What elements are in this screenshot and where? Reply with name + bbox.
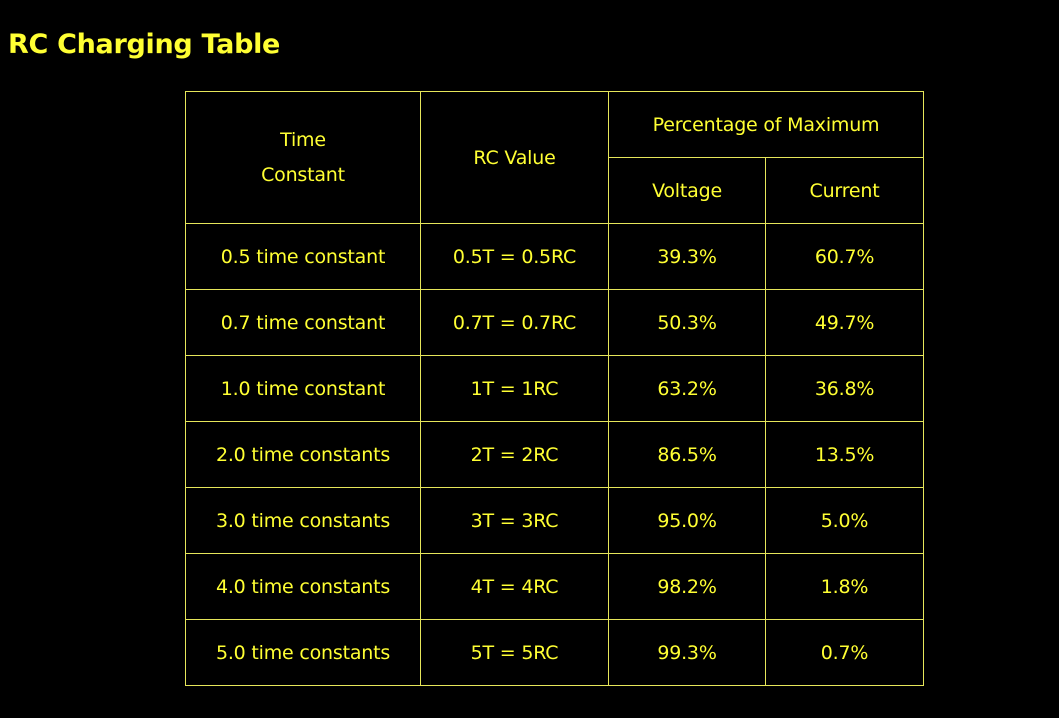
header-current: Current (764, 157, 925, 224)
cell-voltage: 99.3% (608, 619, 766, 686)
header-time-line1: Time (280, 128, 326, 151)
cell-voltage: 50.3% (608, 289, 766, 356)
cell-time-constant: 0.7 time constant (185, 289, 421, 356)
cell-time-constant: 2.0 time constants (185, 421, 421, 488)
header-time-line2: Constant (261, 163, 345, 186)
rc-charging-table: Time Constant RC Value Percentage of Max… (185, 91, 925, 686)
cell-rc-value: 0.7T = 0.7RC (420, 289, 609, 356)
cell-time-constant: 3.0 time constants (185, 487, 421, 554)
table-row: 4.0 time constants 4T = 4RC 98.2% 1.8% (185, 553, 925, 620)
table-row: 3.0 time constants 3T = 3RC 95.0% 5.0% (185, 487, 925, 554)
cell-rc-value: 1T = 1RC (420, 355, 609, 422)
header-row-top: Time Constant RC Value Percentage of Max… (185, 91, 925, 224)
cell-current: 36.8% (764, 355, 925, 422)
cell-current: 49.7% (764, 289, 925, 356)
header-voltage: Voltage (608, 157, 766, 224)
cell-current: 0.7% (764, 619, 925, 686)
cell-voltage: 63.2% (608, 355, 766, 422)
table-row: 5.0 time constants 5T = 5RC 99.3% 0.7% (185, 619, 925, 686)
cell-time-constant: 4.0 time constants (185, 553, 421, 620)
cell-rc-value: 5T = 5RC (420, 619, 609, 686)
header-time-constant: Time Constant (185, 91, 421, 224)
table-row: 1.0 time constant 1T = 1RC 63.2% 36.8% (185, 355, 925, 422)
cell-rc-value: 0.5T = 0.5RC (420, 223, 609, 290)
header-rc-value: RC Value (420, 91, 609, 224)
header-percentage-of-maximum: Percentage of Maximum (607, 91, 925, 158)
table-row: 0.7 time constant 0.7T = 0.7RC 50.3% 49.7% (185, 289, 925, 356)
cell-time-constant: 0.5 time constant (185, 223, 421, 290)
cell-rc-value: 2T = 2RC (420, 421, 609, 488)
cell-time-constant: 5.0 time constants (185, 619, 421, 686)
cell-voltage: 86.5% (608, 421, 766, 488)
cell-current: 1.8% (764, 553, 925, 620)
page-title: RC Charging Table (8, 29, 281, 60)
cell-voltage: 98.2% (608, 553, 766, 620)
cell-rc-value: 3T = 3RC (420, 487, 609, 554)
cell-voltage: 39.3% (608, 223, 766, 290)
table-row: 0.5 time constant 0.5T = 0.5RC 39.3% 60.7% (185, 223, 925, 290)
cell-current: 5.0% (764, 487, 925, 554)
cell-rc-value: 4T = 4RC (420, 553, 609, 620)
table-header: Time Constant RC Value Percentage of Max… (185, 91, 925, 224)
cell-time-constant: 1.0 time constant (185, 355, 421, 422)
table-row: 2.0 time constants 2T = 2RC 86.5% 13.5% (185, 421, 925, 488)
header-row-bottom: Voltage Current (186, 157, 925, 224)
cell-current: 60.7% (764, 223, 925, 290)
cell-voltage: 95.0% (608, 487, 766, 554)
cell-current: 13.5% (764, 421, 925, 488)
table-body: 0.5 time constant 0.5T = 0.5RC 39.3% 60.7% 0… (185, 223, 925, 686)
